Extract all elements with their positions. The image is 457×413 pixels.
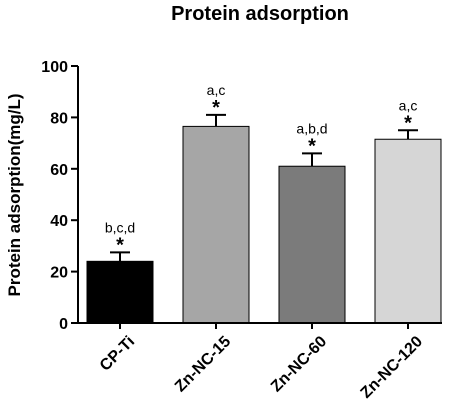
error-bars — [110, 113, 418, 262]
y-axis-ticks: 0 20 40 60 80 100 — [41, 59, 78, 333]
significance-star: * — [116, 234, 124, 256]
significance-star: * — [308, 135, 316, 157]
y-tick-label: 40 — [50, 213, 68, 230]
y-tick-label: 0 — [59, 316, 68, 333]
x-tick-label: Zn-NC-120 — [358, 333, 427, 402]
x-tick-label: CP-Ti — [97, 333, 138, 374]
axes — [77, 66, 442, 324]
bar-zn-nc-60 — [278, 165, 346, 324]
x-axis-ticks: CP-Ti Zn-NC-15 Zn-NC-60 Zn-NC-120 — [97, 323, 426, 402]
chart-title: Protein adsorption — [171, 3, 349, 25]
significance-letters: a,c — [399, 97, 418, 113]
bar-zn-nc-120 — [374, 138, 442, 324]
bar-cp-ti — [86, 260, 154, 324]
bars — [86, 125, 442, 324]
bar-zn-nc-15 — [182, 125, 250, 324]
significance-letters: a,b,d — [296, 120, 327, 136]
significance-letters: a,c — [207, 82, 226, 98]
significance-letters: b,c,d — [105, 219, 135, 235]
y-tick-label: 20 — [50, 265, 68, 282]
x-tick-label: Zn-NC-15 — [172, 333, 234, 395]
y-tick-label: 60 — [50, 162, 68, 179]
significance-star: * — [212, 97, 220, 119]
y-tick-label: 80 — [50, 110, 68, 127]
y-axis-label: Protein adsorption(mg/L) — [5, 93, 24, 296]
x-tick-label: Zn-NC-60 — [268, 333, 330, 395]
significance-star: * — [404, 112, 412, 134]
y-tick-label: 100 — [41, 59, 68, 76]
significance-annotations: *b,c,d*a,c*a,b,d *a,c — [105, 82, 418, 256]
